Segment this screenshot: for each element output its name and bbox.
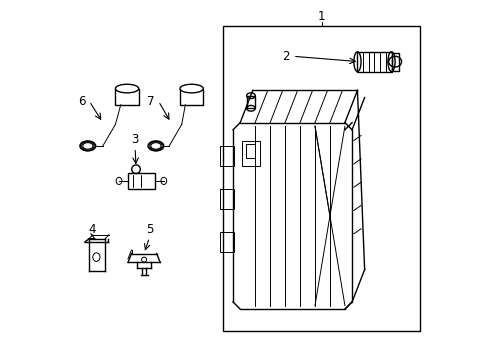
Text: 5: 5 bbox=[145, 222, 153, 235]
Text: 4: 4 bbox=[88, 222, 96, 235]
Bar bbox=[246, 96, 255, 108]
Text: 3: 3 bbox=[131, 133, 139, 146]
Ellipse shape bbox=[115, 84, 139, 93]
Bar bbox=[220, 146, 234, 166]
Ellipse shape bbox=[180, 84, 203, 93]
Text: 6: 6 bbox=[78, 95, 85, 108]
Bar bbox=[180, 89, 203, 105]
Bar bbox=[357, 52, 391, 72]
Text: 2: 2 bbox=[281, 50, 289, 63]
Bar bbox=[128, 173, 155, 189]
Bar bbox=[115, 89, 139, 105]
Bar bbox=[245, 144, 254, 158]
Bar bbox=[220, 232, 234, 252]
Bar bbox=[220, 189, 234, 209]
Text: 7: 7 bbox=[147, 95, 155, 108]
Bar bbox=[242, 140, 260, 166]
Text: 1: 1 bbox=[317, 10, 325, 23]
Bar bbox=[223, 26, 419, 330]
Bar bbox=[391, 53, 398, 71]
